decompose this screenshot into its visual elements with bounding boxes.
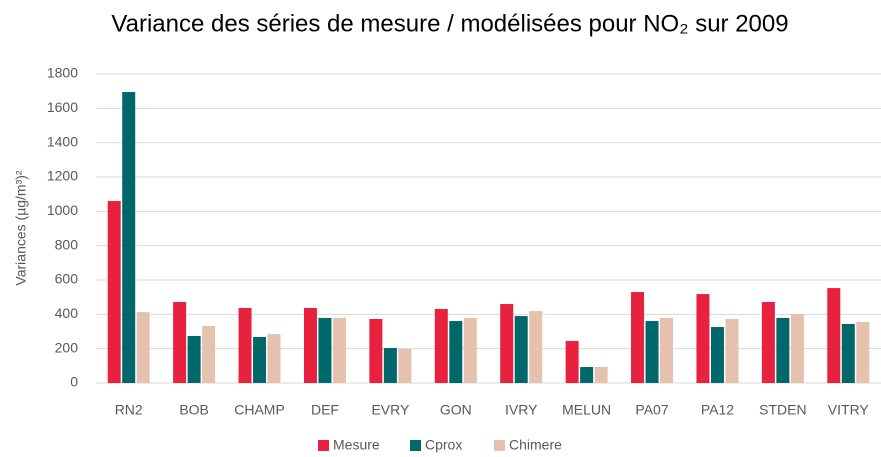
bar	[136, 312, 150, 383]
legend-label: Chimere	[509, 437, 562, 453]
bar	[173, 301, 187, 383]
chart-title: Variance des séries de mesure / modélisé…	[111, 10, 788, 37]
x-tick-label: STDEN	[759, 402, 806, 418]
x-tick-label: PA12	[701, 402, 734, 418]
x-tick-label: RN2	[115, 402, 143, 418]
x-tick-label: CHAMP	[234, 402, 285, 418]
bar	[529, 311, 543, 383]
bar	[303, 307, 317, 383]
bar	[841, 323, 855, 383]
bar	[449, 321, 463, 383]
bar	[253, 336, 267, 383]
x-tick-label: VITRY	[828, 402, 870, 418]
y-axis-label: Variances (µg/m³)²	[13, 170, 29, 285]
y-tick-label: 1600	[47, 99, 78, 115]
legend-swatch	[494, 440, 505, 451]
bar	[369, 318, 383, 383]
bar	[725, 318, 739, 383]
bar	[187, 335, 201, 383]
bar	[827, 288, 841, 383]
bar	[514, 316, 528, 383]
x-tick-label: PA07	[635, 402, 668, 418]
y-tick-label: 600	[55, 271, 79, 287]
y-tick-label: 200	[55, 339, 79, 355]
x-tick-label: BOB	[179, 402, 209, 418]
bar	[318, 317, 332, 383]
legend-swatch	[318, 440, 329, 451]
y-tick-label: 400	[55, 305, 79, 321]
bar	[710, 327, 724, 383]
y-tick-label: 800	[55, 236, 79, 252]
y-tick-label: 1200	[47, 168, 78, 184]
bar	[267, 334, 281, 383]
bar	[238, 307, 252, 383]
legend-label: Cprox	[425, 437, 462, 453]
x-tick-label: DEF	[311, 402, 339, 418]
bar	[696, 294, 710, 383]
bar	[122, 92, 136, 384]
x-tick-label: EVRY	[371, 402, 410, 418]
bar	[398, 349, 412, 383]
bar	[434, 309, 448, 383]
legend-label: Mesure	[333, 437, 380, 453]
y-tick-label: 0	[70, 374, 78, 390]
x-tick-label: GON	[440, 402, 472, 418]
bar	[580, 367, 594, 383]
bar	[776, 317, 790, 383]
x-tick-label: IVRY	[505, 402, 538, 418]
bar	[594, 367, 608, 383]
bar	[645, 321, 659, 383]
bar	[463, 317, 477, 383]
y-tick-label: 1400	[47, 133, 78, 149]
bar	[565, 340, 579, 383]
bar	[856, 322, 870, 383]
bar	[761, 301, 775, 383]
x-tick-label: MELUN	[562, 402, 611, 418]
bar	[660, 317, 674, 383]
legend-swatch	[410, 440, 421, 451]
bar	[332, 317, 346, 383]
y-tick-label: 1000	[47, 202, 78, 218]
bar	[790, 313, 804, 383]
bar	[500, 304, 514, 383]
bar	[107, 201, 121, 383]
bar	[202, 326, 216, 383]
bar	[631, 292, 645, 383]
y-tick-label: 1800	[47, 65, 78, 81]
bar	[383, 347, 397, 383]
